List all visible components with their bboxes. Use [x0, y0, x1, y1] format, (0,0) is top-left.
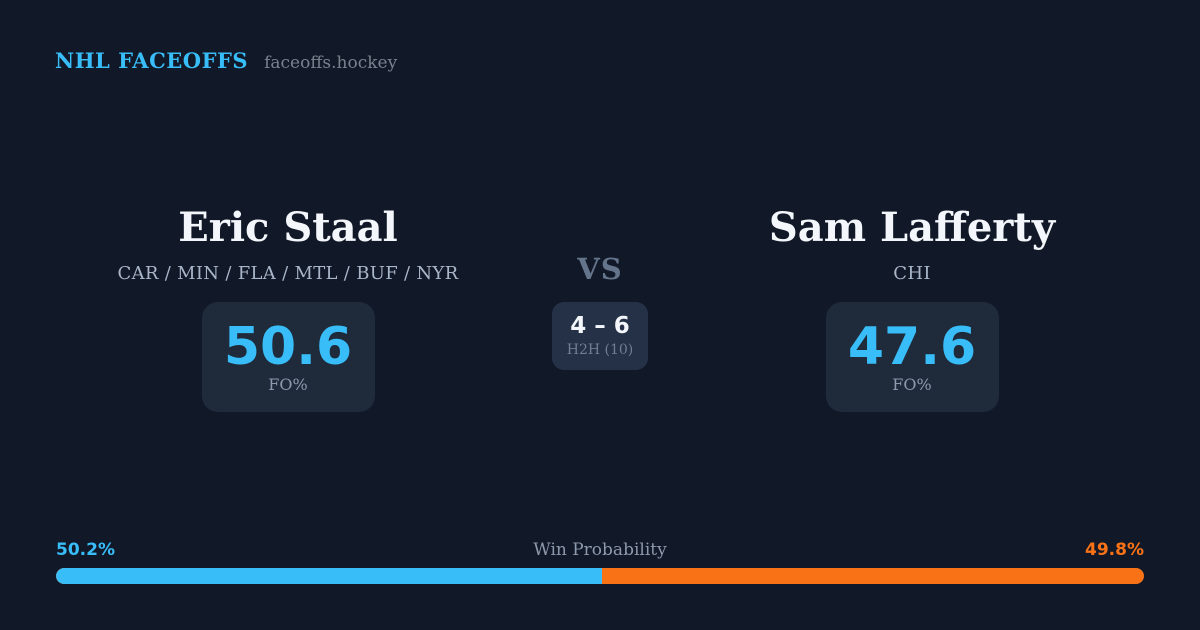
player-right-fo-label: FO% — [892, 374, 932, 394]
h2h-box: 4 – 6 H2H (10) — [552, 302, 648, 370]
winprob-labels-row: 50.2% Win Probability 49.8% — [56, 540, 1144, 562]
winprob-left-pct: 50.2% — [56, 540, 115, 560]
player-right-teams: CHI — [893, 263, 931, 284]
h2h-score: 4 – 6 — [570, 313, 630, 340]
player-right-name: Sam Lafferty — [768, 204, 1056, 251]
winprob-bar — [56, 568, 1144, 584]
winprob-right-pct: 49.8% — [1085, 540, 1144, 560]
player-left-name: Eric Staal — [178, 204, 398, 251]
player-left-stat-box: 50.6 FO% — [201, 302, 375, 412]
site-url: faceoffs.hockey — [264, 53, 398, 73]
header: NHL FACEOFFS faceoffs.hockey — [55, 48, 397, 73]
center-column: VS 4 – 6 H2H (10) — [500, 252, 700, 370]
winprob-title: Win Probability — [533, 540, 667, 560]
brand-title: NHL FACEOFFS — [55, 48, 249, 73]
h2h-label: H2H (10) — [566, 341, 634, 358]
player-left-teams: CAR / MIN / FLA / MTL / BUF / NYR — [117, 263, 459, 284]
player-right-fo-value: 47.6 — [847, 316, 977, 377]
vs-label: VS — [577, 252, 623, 286]
player-left-column: Eric Staal CAR / MIN / FLA / MTL / BUF /… — [78, 205, 498, 412]
player-left-fo-value: 50.6 — [223, 316, 353, 377]
winprob-left-fill — [56, 568, 603, 584]
player-right-stat-box: 47.6 FO% — [825, 302, 999, 412]
player-right-column: Sam Lafferty CHI 47.6 FO% — [702, 205, 1122, 412]
player-left-fo-label: FO% — [268, 374, 308, 394]
